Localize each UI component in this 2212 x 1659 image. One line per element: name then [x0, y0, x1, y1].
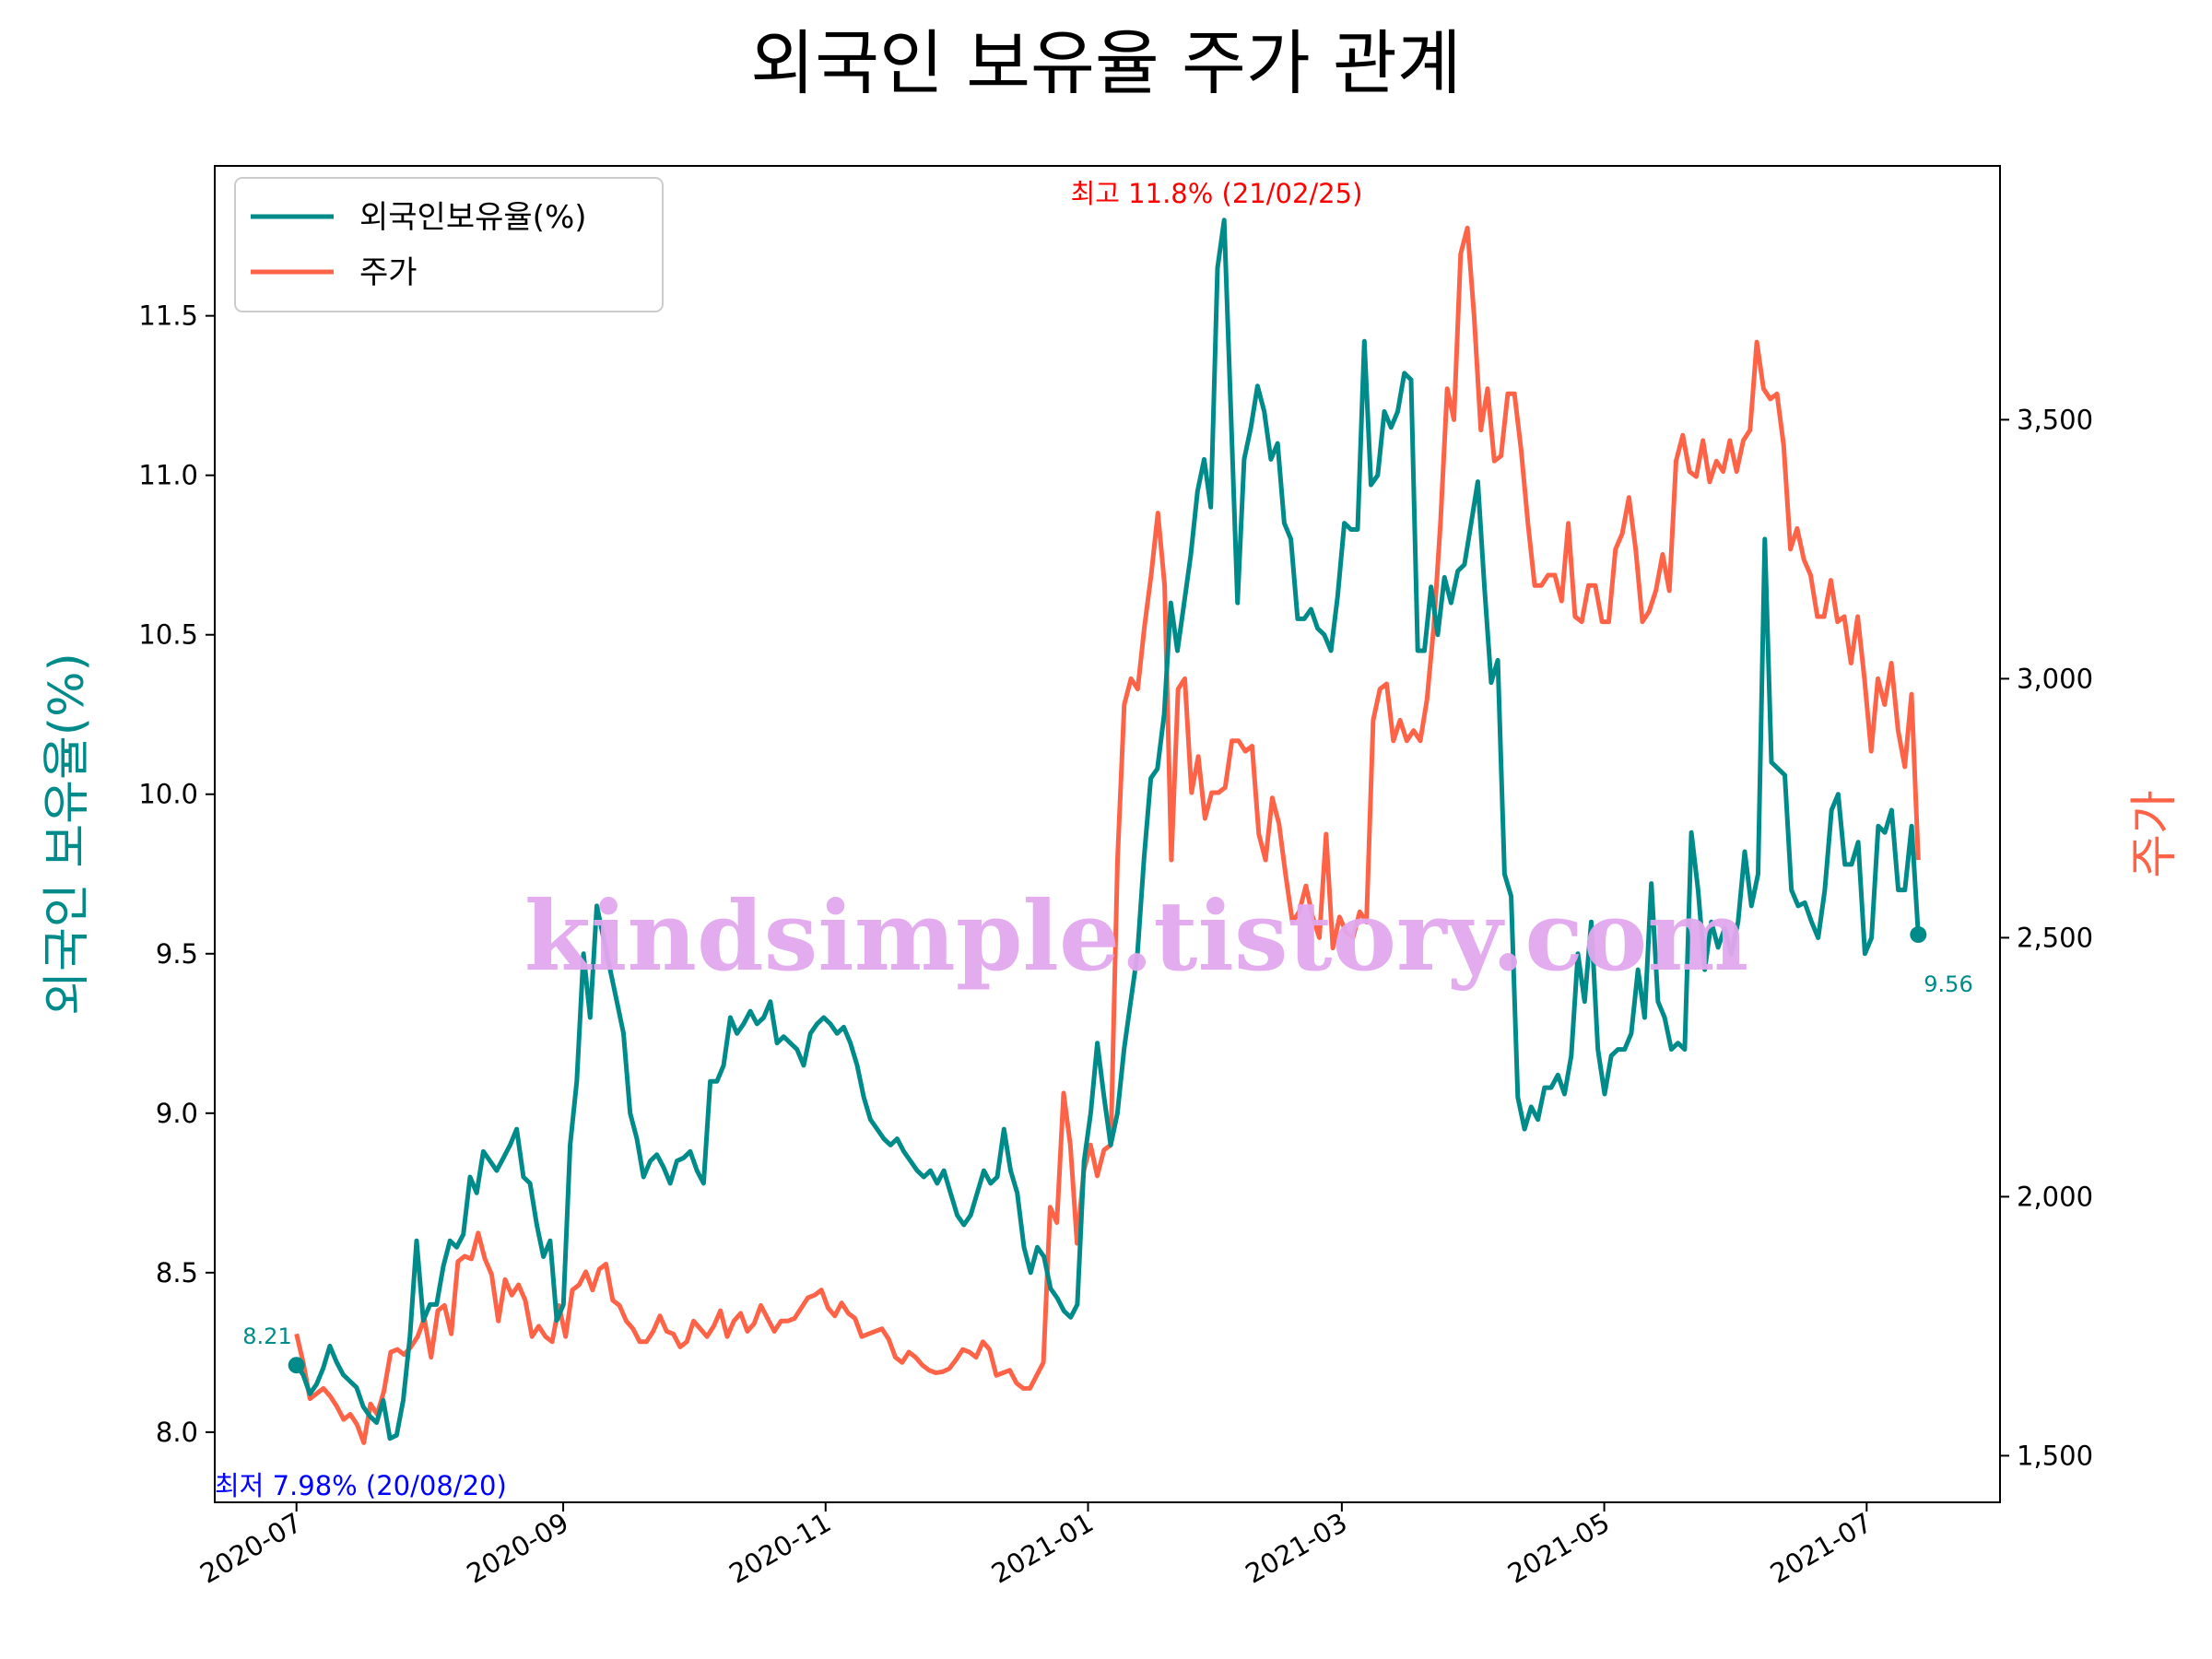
marker-layer: [288, 926, 1927, 1374]
x-tick-label: 2020-11: [724, 1507, 836, 1590]
legend-label-price: 주가: [359, 254, 418, 291]
series-line-price: [294, 225, 1921, 1445]
plot-frame: [214, 165, 2001, 1503]
y-left-tick-label: 11.0: [138, 460, 198, 491]
y-axis-right: 1,500 2,000 2,500 3,000 3,500: [2000, 404, 2093, 1471]
x-tick-label: 2020-07: [194, 1507, 307, 1590]
y-right-tick-label: 1,500: [2017, 1440, 2093, 1471]
max-annotation: 최고 11.8% (21/02/25): [1071, 178, 1363, 209]
y-axis-left: 8.0 8.5 9.0 9.5 10.0 10.5 11.0 11.5: [138, 300, 215, 1448]
y-axis-left-label: 외국인 보유율(%): [40, 653, 95, 1016]
y-right-tick-label: 3,000: [2017, 663, 2093, 694]
start-value-label: 8.21: [242, 1324, 291, 1349]
y-left-tick-label: 10.0: [138, 779, 198, 810]
x-tick-label: 2021-03: [1240, 1507, 1352, 1590]
series-line-foreign-ratio: [294, 218, 1921, 1441]
chart-title: 외국인 보유율 주가 관계: [750, 22, 1462, 104]
x-tick-label: 2021-01: [986, 1507, 1099, 1590]
legend: 외국인보유율(%) 주가: [234, 177, 664, 312]
y-right-tick-label: 2,500: [2017, 922, 2093, 953]
y-right-tick-label: 3,500: [2017, 404, 2093, 435]
legend-box: [234, 177, 664, 312]
y-left-tick-label: 8.0: [156, 1417, 198, 1448]
x-tick-label: 2021-05: [1502, 1507, 1615, 1590]
y-left-tick-label: 9.0: [156, 1098, 198, 1129]
x-tick-label: 2021-07: [1765, 1507, 1877, 1590]
watermark-text: kindsimple.tistory.com: [524, 879, 1748, 993]
series-layer: [294, 218, 1921, 1445]
end-marker: [1910, 926, 1927, 944]
x-tick-label: 2020-09: [462, 1507, 574, 1590]
min-annotation: 최저 7.98% (20/08/20): [215, 1470, 507, 1501]
legend-label-foreign-ratio: 외국인보유율(%): [359, 199, 587, 236]
y-axis-right-label: 주가: [2127, 790, 2183, 878]
y-left-tick-label: 10.5: [138, 619, 198, 651]
y-left-tick-label: 11.5: [138, 300, 198, 332]
end-value-label: 9.56: [1924, 971, 1972, 997]
y-left-tick-label: 8.5: [156, 1257, 198, 1288]
start-marker: [288, 1357, 305, 1374]
y-right-tick-label: 2,000: [2017, 1181, 2093, 1212]
y-left-tick-label: 9.5: [156, 938, 198, 970]
x-axis: 2020-07 2020-09 2020-11 2021-01 2021-03 2021-…: [194, 1502, 1877, 1590]
